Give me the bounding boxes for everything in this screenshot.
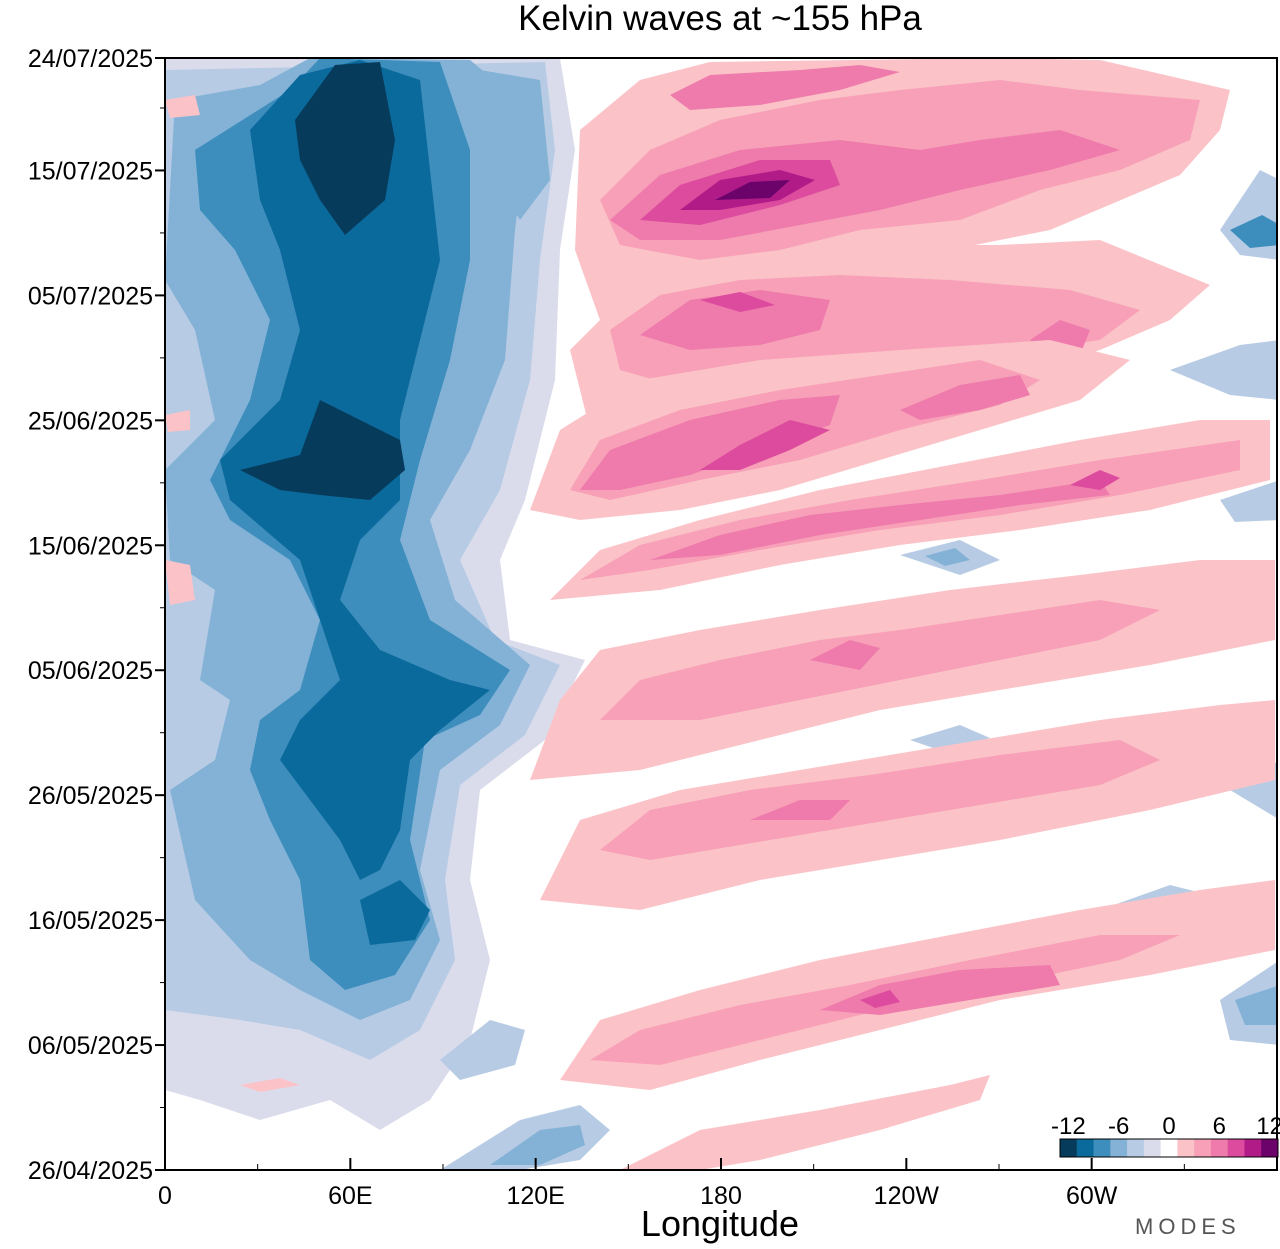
colorbar-swatch [1177,1139,1195,1157]
y-tick-label: 26/05/2025 [28,782,153,810]
neg-blob-right-1b [1230,215,1277,248]
x-axis-label: Longitude [641,1203,799,1244]
y-tick-label: 05/07/2025 [28,282,153,310]
colorbar-swatch [1110,1139,1128,1157]
colorbar-swatch [1143,1139,1162,1157]
colorbar-label: 12 [1256,1113,1280,1140]
colorbar-label: -6 [1108,1113,1129,1140]
pos-wave3-level-4 [700,420,830,470]
colorbar-swatch [1093,1139,1111,1157]
pos-wave4-level-3 [650,480,1110,560]
neg-blob-mid-1b [925,548,970,566]
pos-wave1-level-6 [715,180,790,200]
neg-level-5b [360,880,430,945]
x-tick-label: 180 [700,1182,742,1210]
x-axis: 0 60E 120E 180 120W 60W [158,1158,1185,1210]
y-tick-label: 24/07/2025 [28,45,153,73]
negative-anomaly-band [165,58,1277,1170]
colorbar-swatch [1261,1139,1279,1157]
y-tick-label: 05/06/2025 [28,657,153,685]
positive-anomaly-bands [165,58,1275,1170]
pos-wave8-level-1 [620,1075,990,1170]
y-tick-label: 26/04/2025 [28,1157,153,1185]
chart-title: Kelvin waves at ~155 hPa [518,0,922,38]
pos-wave5-level-3 [810,640,880,670]
pos-wave1-upper [670,65,900,110]
pos-wave3-level-3 [580,395,840,490]
x-tick-label: 120W [874,1182,940,1210]
y-tick-label: 16/05/2025 [28,907,153,935]
pos-blob-left-3 [165,560,195,605]
colorbar-swatch [1160,1139,1178,1157]
colorbar-swatch [1227,1139,1245,1157]
pos-wave3-level-3b [900,375,1030,420]
pos-wave6-level-2 [600,740,1160,860]
neg-blob-bottom-2b [490,1125,585,1165]
x-tick-label: 120E [506,1182,564,1210]
y-tick-label: 25/06/2025 [28,407,153,435]
colorbar-swatch [1210,1139,1229,1157]
pos-wave7-level-4 [860,990,900,1008]
colorbar-swatch [1194,1139,1212,1157]
colorbar-label: 0 [1162,1113,1175,1140]
colorbar-label: -12 [1051,1113,1086,1140]
colorbar: -12 -6 0 6 12 [1051,1113,1280,1158]
y-tick-label: 15/06/2025 [28,532,153,560]
y-axis: 24/07/2025 15/07/2025 05/07/2025 25/06/2025… [28,45,165,1185]
y-tick-label: 15/07/2025 [28,157,153,185]
y-tick-label: 06/05/2025 [28,1032,153,1060]
colorbar-swatch [1127,1139,1145,1157]
x-tick-label: 60E [328,1182,372,1210]
colorbar-swatch [1060,1139,1078,1157]
pos-blob-left-1 [165,95,200,118]
neg-blob-top-east [480,70,550,220]
x-tick-label: 60W [1066,1182,1118,1210]
pos-blob-left-4 [240,1078,300,1092]
pos-wave2-level-3 [640,290,830,350]
neg-blob-right-4b [1235,986,1277,1025]
neg-level-6b [240,400,405,500]
colorbar-frame [1059,1138,1279,1158]
pos-wave2-level-4 [700,292,775,312]
pos-wave6-level-3 [750,800,850,820]
neg-blob-mid-2 [910,725,990,752]
colorbar-swatch [1244,1139,1262,1157]
neg-blob-bottom-2 [440,1105,610,1170]
neg-blob-bottom-1 [440,1020,525,1080]
neg-blob-right-2 [1170,340,1277,400]
brand-logo: MODES [1135,1214,1241,1239]
neg-level-6 [295,62,395,235]
neg-blob-right-3 [1220,481,1277,522]
colorbar-label: 6 [1213,1113,1226,1140]
pos-wave4-level-4 [1070,470,1120,490]
x-tick-label: 0 [158,1182,172,1210]
pos-wave5-level-2 [600,600,1160,720]
plot-area [165,58,1277,1170]
pos-blob-left-2 [165,410,190,432]
colorbar-swatch [1076,1139,1095,1157]
